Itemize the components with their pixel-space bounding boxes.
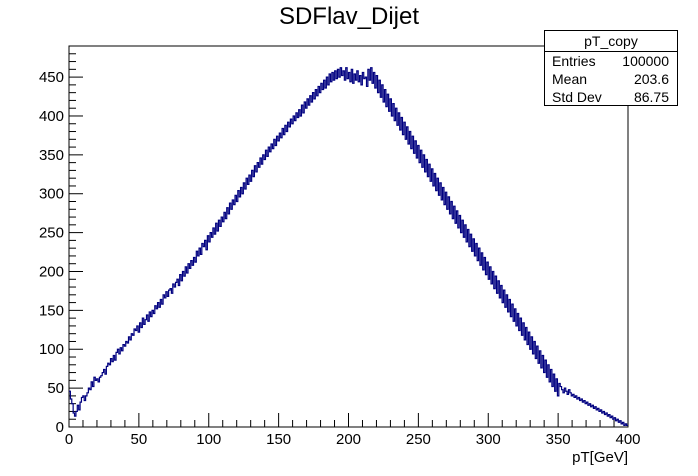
y-tick-label: 250 <box>39 225 64 242</box>
stats-row-mean: Mean 203.6 <box>545 70 677 88</box>
y-tick-label: 150 <box>39 302 64 319</box>
histogram-series-line <box>69 67 628 427</box>
y-tick-label: 0 <box>56 419 64 436</box>
x-axis: 0 50 100 150 200 250 300 350 400 <box>65 413 641 448</box>
x-tick-label: 250 <box>406 431 431 448</box>
x-tick-label: 0 <box>65 431 73 448</box>
stats-label: Mean <box>552 71 588 87</box>
stats-value: 86.75 <box>633 89 669 105</box>
y-tick-label: 50 <box>47 380 64 397</box>
stats-label: Entries <box>552 53 596 69</box>
stats-row-stddev: Std Dev 86.75 <box>545 88 677 106</box>
x-tick-label: 50 <box>131 431 148 448</box>
y-tick-label: 400 <box>39 108 64 125</box>
stats-title: pT_copy <box>545 31 677 52</box>
stats-row-entries: Entries 100000 <box>545 52 677 70</box>
x-axis-label: pT[GeV] <box>572 449 628 466</box>
y-tick-label: 200 <box>39 263 64 280</box>
x-tick-label: 150 <box>266 431 291 448</box>
x-tick-label: 350 <box>546 431 571 448</box>
stats-label: Std Dev <box>552 89 602 105</box>
stats-box: pT_copy Entries 100000 Mean 203.6 Std De… <box>544 30 678 106</box>
y-axis: 0 50 100 150 200 250 300 350 400 450 <box>39 45 83 436</box>
y-tick-label: 350 <box>39 147 64 164</box>
x-tick-label: 300 <box>476 431 501 448</box>
stats-value: 100000 <box>622 53 669 69</box>
x-tick-label: 100 <box>196 431 221 448</box>
y-tick-label: 450 <box>39 69 64 86</box>
x-tick-label: 400 <box>615 431 640 448</box>
x-tick-label: 200 <box>336 431 361 448</box>
stats-value: 203.6 <box>633 71 669 87</box>
y-tick-label: 100 <box>39 341 64 358</box>
y-tick-label: 300 <box>39 186 64 203</box>
chart-title: SDFlav_Dijet <box>278 3 420 30</box>
